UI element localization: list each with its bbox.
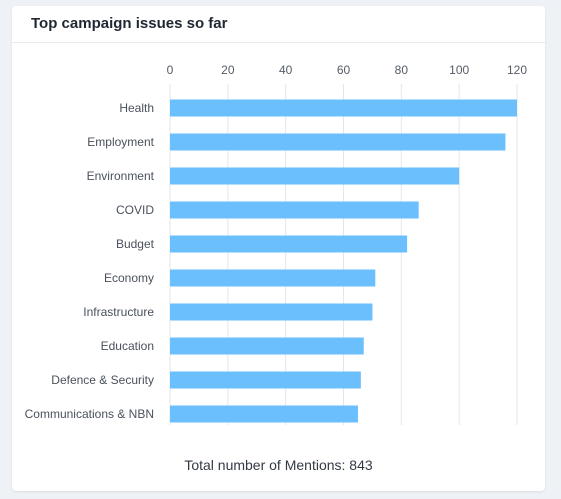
x-tick-label: 100 — [449, 63, 469, 77]
bar[interactable] — [170, 235, 408, 253]
chart-title: Top campaign issues so far — [31, 15, 228, 32]
category-label: Health — [119, 101, 154, 115]
bar-chart: 0 20 40 60 80 100 120 Health Employment Environm… — [25, 63, 528, 425]
category-label: Defence & Security — [51, 373, 154, 387]
bar[interactable] — [170, 201, 419, 219]
chart-card: Top campaign issues so far 0 20 40 60 80 100 1… — [12, 6, 545, 491]
x-tick-label: 0 — [167, 63, 174, 77]
bar[interactable] — [170, 303, 373, 321]
card-header: Top campaign issues so far — [12, 6, 545, 43]
category-label: Employment — [87, 135, 154, 149]
bar[interactable] — [170, 133, 506, 151]
x-tick-label: 40 — [279, 63, 293, 77]
category-label: Environment — [87, 169, 155, 183]
total-mentions: Total number of Mentions: 843 — [184, 457, 373, 473]
bar[interactable] — [170, 405, 358, 423]
category-labels: Health Employment Environment COVID Budget Ec… — [25, 101, 155, 421]
bar[interactable] — [170, 371, 361, 389]
category-label: COVID — [116, 203, 154, 217]
x-tick-label: 20 — [221, 63, 235, 77]
category-label: Communications & NBN — [25, 407, 154, 421]
category-label: Education — [101, 339, 154, 353]
category-label: Infrastructure — [83, 305, 154, 319]
category-label: Economy — [104, 271, 154, 285]
bar[interactable] — [170, 99, 517, 117]
bar[interactable] — [170, 269, 376, 287]
x-axis-ticks: 0 20 40 60 80 100 120 — [167, 63, 528, 77]
category-label: Budget — [116, 237, 155, 251]
bar[interactable] — [170, 167, 460, 185]
x-tick-label: 120 — [507, 63, 527, 77]
x-tick-label: 80 — [395, 63, 409, 77]
x-tick-label: 60 — [337, 63, 351, 77]
bars — [170, 99, 517, 423]
bar[interactable] — [170, 337, 364, 355]
